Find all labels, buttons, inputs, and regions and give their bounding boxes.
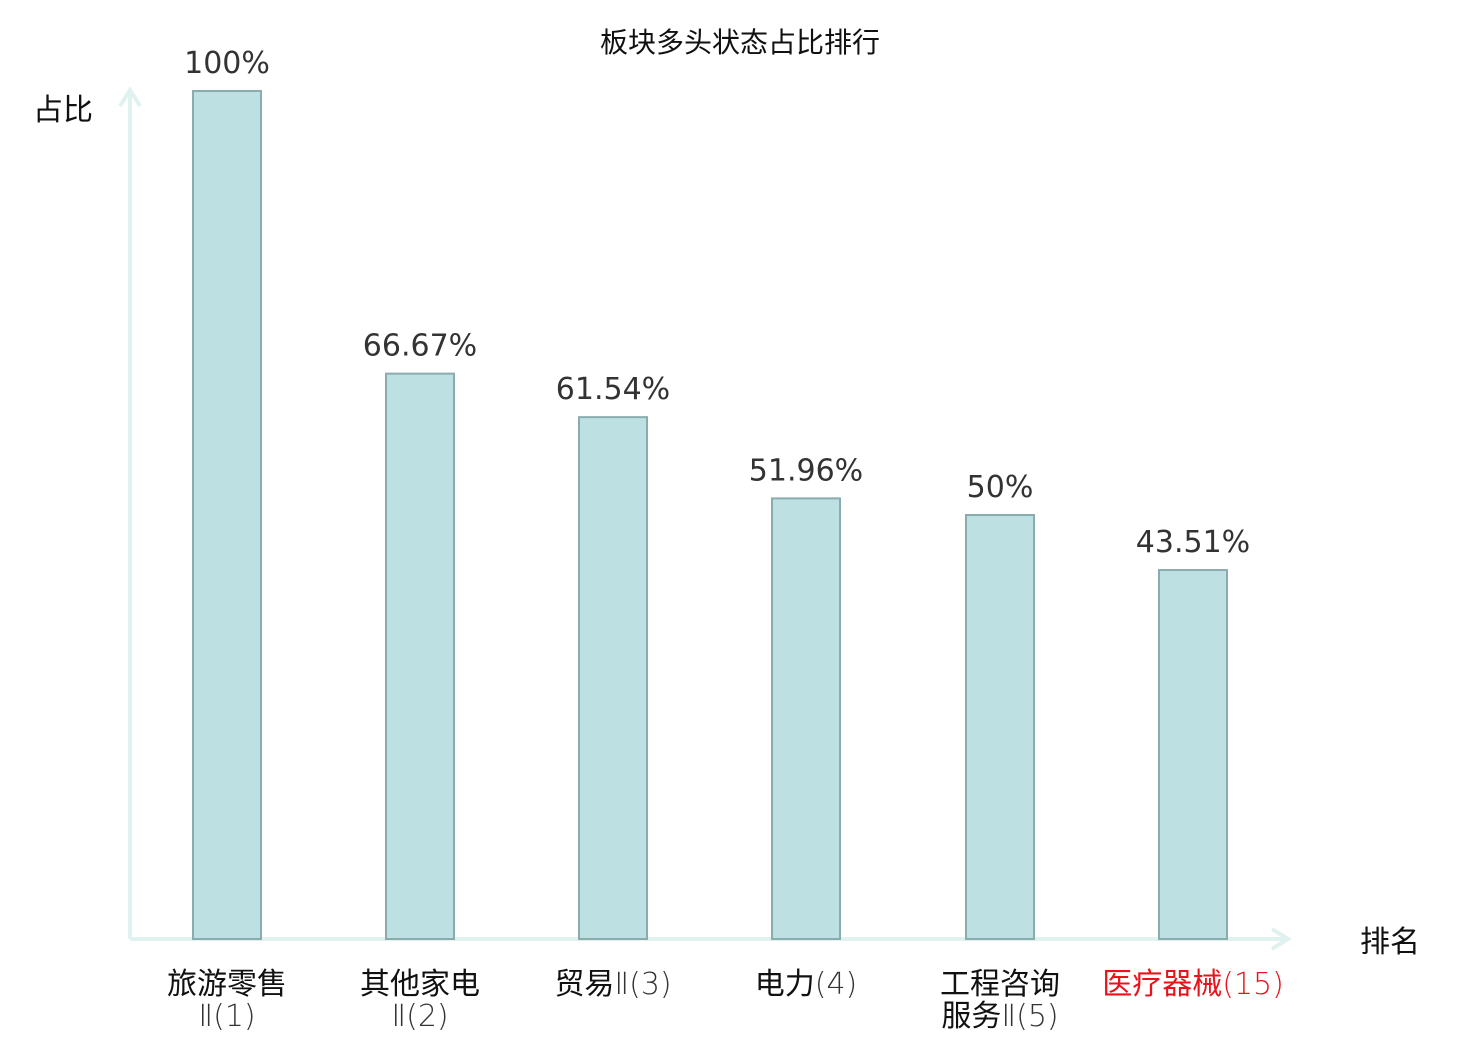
svg-text:服务Ⅱ(5): 服务Ⅱ(5) <box>941 999 1058 1034</box>
svg-text:贸易Ⅱ(3): 贸易Ⅱ(3) <box>554 967 671 1002</box>
category-label-3: 贸易Ⅱ(3) <box>554 967 671 1002</box>
x-axis-label: 排名 <box>1360 925 1420 960</box>
bar-5 <box>965 514 1035 940</box>
svg-text:Ⅱ(2): Ⅱ(2) <box>391 999 448 1034</box>
bar-1 <box>192 90 262 940</box>
x-axis-arrow <box>1270 927 1292 951</box>
svg-text:其他家电: 其他家电 <box>360 967 480 1002</box>
value-labels: 100% 66.67% 61.54% 51.96% 50% 43.51% <box>184 46 1250 560</box>
axes <box>118 86 1292 951</box>
svg-text:旅游零售: 旅游零售 <box>167 967 287 1002</box>
y-axis-label: 占比 <box>33 93 93 128</box>
svg-text:电力(4): 电力(4) <box>755 967 858 1002</box>
value-label-3: 61.54% <box>556 372 670 407</box>
svg-text:工程咨询: 工程咨询 <box>940 967 1060 1002</box>
svg-text:医疗器械(15): 医疗器械(15) <box>1102 967 1284 1002</box>
chart-title: 板块多头状态占比排行 <box>600 26 880 59</box>
category-label-6: 医疗器械(15) <box>1102 967 1284 1002</box>
bar-4 <box>771 497 841 940</box>
svg-text:Ⅱ(1): Ⅱ(1) <box>198 999 255 1034</box>
bar-6 <box>1158 569 1228 941</box>
value-label-1: 100% <box>184 46 270 81</box>
bar-2 <box>385 372 455 940</box>
bar-3 <box>578 416 648 940</box>
value-label-5: 50% <box>967 470 1034 505</box>
y-axis-arrow <box>118 86 142 108</box>
value-label-4: 51.96% <box>749 453 863 488</box>
category-label-4: 电力(4) <box>755 967 858 1002</box>
value-label-2: 66.67% <box>363 329 477 364</box>
value-label-6: 43.51% <box>1136 525 1250 560</box>
bars <box>192 90 1228 941</box>
